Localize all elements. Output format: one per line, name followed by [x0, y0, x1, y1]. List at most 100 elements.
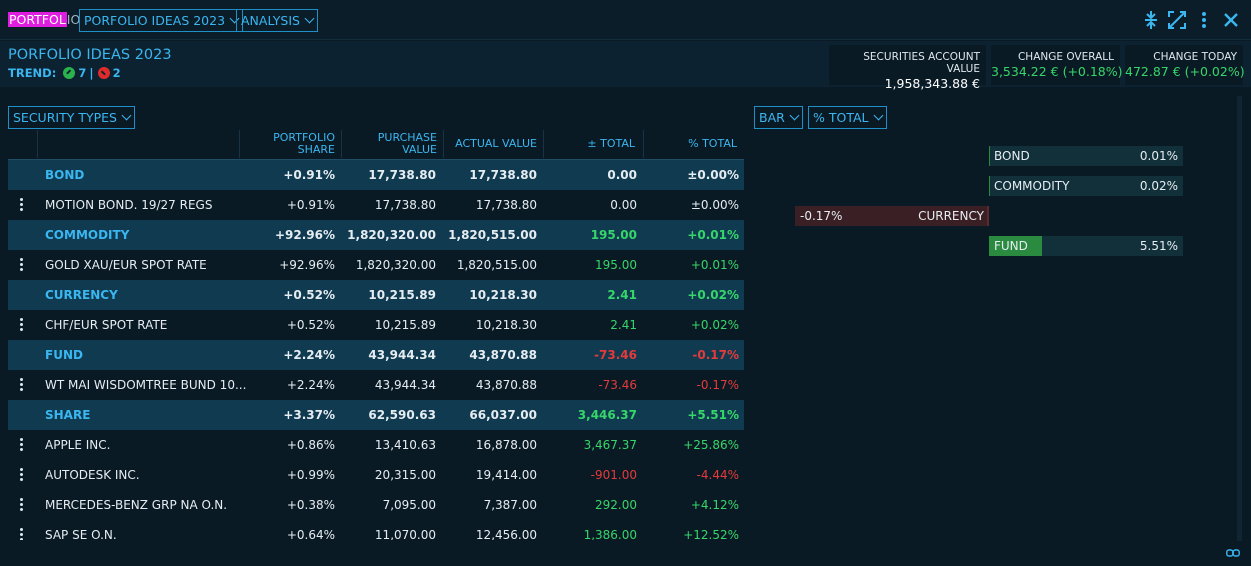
row-name: COMMODITY	[45, 228, 130, 242]
table-group-row[interactable]: COMMODITY +92.96% 1,820,320.00 1,820,515.00…	[8, 220, 744, 250]
table-group-row[interactable]: FUND +2.24% 43,944.34 43,870.88 -73.46 -0.17%	[8, 340, 744, 370]
cell-total: 292.00	[595, 498, 637, 512]
cell-share: +92.96%	[274, 228, 335, 242]
col-header-actual-value[interactable]: ACTUAL VALUE	[443, 130, 543, 158]
bar-commodity[interactable]: COMMODITY 0.02%	[989, 176, 1183, 196]
cell-actual: 10,218.30	[469, 288, 537, 302]
bar-fill	[989, 236, 1042, 256]
table-group-row[interactable]: BOND +0.91% 17,738.80 17,738.80 0.00 ±0.00%	[8, 160, 744, 190]
row-name: APPLE INC.	[45, 438, 111, 452]
row-name: GOLD XAU/EUR SPOT RATE	[45, 258, 207, 272]
row-menu-icon[interactable]	[20, 258, 24, 272]
cell-actual: 43,870.88	[475, 378, 537, 392]
row-menu-icon[interactable]	[20, 438, 24, 452]
cell-purchase: 13,410.63	[374, 438, 436, 452]
link-icon[interactable]	[1226, 547, 1240, 557]
kpi-change-today: CHANGE TODAY 472.87 € (+0.02%)	[1125, 45, 1245, 85]
kpi-value: 1,958,343.88 €	[884, 76, 980, 91]
cell-actual: 1,820,515.00	[448, 228, 537, 242]
more-vertical-icon[interactable]	[1194, 10, 1214, 30]
row-menu-icon[interactable]	[20, 468, 24, 482]
col-header-portfolio-share[interactable]: PORTFOLIO SHARE	[239, 130, 341, 158]
cell-pct: +5.51%	[687, 408, 739, 422]
cell-pct: +0.01%	[690, 258, 739, 272]
table-row[interactable]: WT MAI WISDOMTREE BUND 10... +2.24% 43,944…	[8, 370, 744, 400]
row-name: CHF/EUR SPOT RATE	[45, 318, 168, 332]
table-row[interactable]: CHF/EUR SPOT RATE +0.52% 10,215.89 10,218.3…	[8, 310, 744, 340]
bar-fund[interactable]: FUND 5.51%	[989, 236, 1183, 256]
view-select[interactable]: ANALYSIS	[236, 9, 318, 32]
cell-share: +0.38%	[286, 498, 335, 512]
trend-indicator: TREND: 7 | 2	[8, 66, 124, 80]
row-name: SHARE	[45, 408, 91, 422]
bar-label: CURRENCY	[918, 209, 984, 223]
cell-actual: 16,878.00	[475, 438, 537, 452]
row-menu-icon[interactable]	[20, 528, 24, 540]
table-row[interactable]: APPLE INC. +0.86% 13,410.63 16,878.00 3,467.…	[8, 430, 744, 460]
cell-purchase: 7,095.00	[382, 498, 436, 512]
cell-total: 195.00	[595, 258, 637, 272]
table-row[interactable]: GOLD XAU/EUR SPOT RATE +92.96% 1,820,320.0…	[8, 250, 744, 280]
close-icon[interactable]	[1221, 10, 1241, 30]
row-menu-icon[interactable]	[20, 378, 24, 392]
table-body: BOND +0.91% 17,738.80 17,738.80 0.00 ±0.00% MO…	[8, 160, 744, 540]
row-name: AUTODESK INC.	[45, 468, 140, 482]
cell-purchase: 17,738.80	[374, 198, 436, 212]
cell-actual: 66,037.00	[469, 408, 537, 422]
table-row[interactable]: AUTODESK INC. +0.99% 20,315.00 19,414.00 -90…	[8, 460, 744, 490]
cell-actual: 17,738.80	[469, 168, 537, 182]
row-menu-icon[interactable]	[20, 498, 24, 512]
cell-share: +0.91%	[283, 168, 335, 182]
collapse-icon[interactable]	[1141, 10, 1161, 30]
table-row[interactable]: MERCEDES-BENZ GRP NA O.N. +0.38% 7,095.00 7…	[8, 490, 744, 520]
cell-share: +0.52%	[283, 288, 335, 302]
cell-share: +3.37%	[283, 408, 335, 422]
security-types-select[interactable]: SECURITY TYPES	[8, 106, 135, 129]
trend-up-icon	[63, 67, 76, 79]
cell-total: 2.41	[610, 318, 637, 332]
cell-purchase: 20,315.00	[374, 468, 436, 482]
cell-pct: +25.86%	[683, 438, 739, 452]
cell-actual: 43,870.88	[469, 348, 537, 362]
cell-total: 3,446.37	[577, 408, 637, 422]
row-menu-icon[interactable]	[20, 198, 24, 212]
cell-share: +2.24%	[286, 378, 335, 392]
cell-actual: 17,738.80	[475, 198, 537, 212]
cell-purchase: 11,070.00	[374, 528, 436, 540]
bar-label: FUND	[994, 239, 1028, 253]
cell-purchase: 43,944.34	[374, 378, 436, 392]
portfolio-select[interactable]: PORFOLIO IDEAS 2023	[79, 9, 244, 32]
portfolio-title: PORFOLIO IDEAS 2023	[8, 47, 172, 63]
trend-label: TREND:	[8, 66, 57, 80]
cell-pct: +12.52%	[683, 528, 739, 540]
table-group-row[interactable]: SHARE +3.37% 62,590.63 66,037.00 3,446.37 +5.…	[8, 400, 744, 430]
row-menu-icon[interactable]	[20, 318, 24, 332]
kpi-label: CHANGE TODAY	[1153, 51, 1237, 63]
pct-total-bar-chart: BOND 0.01% COMMODITY 0.02% CURRENCY -0.17% FUN…	[754, 140, 1234, 280]
bar-bond[interactable]: BOND 0.01%	[989, 146, 1183, 166]
col-header-purchase-value[interactable]: PURCHASE VALUE	[341, 130, 443, 158]
cell-share: +0.91%	[286, 198, 335, 212]
app-label: PORTFOLIO	[8, 11, 80, 29]
table-row[interactable]: MOTION BOND. 19/27 REGS +0.91% 17,738.80 17…	[8, 190, 744, 220]
chart-type-select[interactable]: BAR	[754, 106, 803, 129]
vertical-scrollbar[interactable]	[1237, 96, 1242, 541]
cell-total: 195.00	[590, 228, 637, 242]
col-header-line: ± TOTAL	[587, 137, 635, 150]
bar-fill	[987, 206, 989, 226]
expand-icon[interactable]	[1167, 10, 1187, 30]
cell-purchase: 1,820,320.00	[355, 258, 436, 272]
kpi-change-overall: CHANGE OVERALL 3,534.22 € (+0.18%)	[991, 45, 1123, 85]
table-row[interactable]: SAP SE O.N. +0.64% 11,070.00 12,456.00 1,386…	[8, 520, 744, 540]
table-header: PORTFOLIO SHARE PURCHASE VALUE ACTUAL VA…	[8, 130, 744, 160]
col-header-line: SHARE	[297, 143, 335, 156]
row-name: SAP SE O.N.	[45, 528, 117, 540]
table-group-row[interactable]: CURRENCY +0.52% 10,215.89 10,218.30 2.41 +0.0…	[8, 280, 744, 310]
bar-currency[interactable]: CURRENCY -0.17%	[795, 206, 989, 226]
chart-metric-select[interactable]: % TOTAL	[808, 106, 887, 129]
cell-purchase: 17,738.80	[368, 168, 436, 182]
col-header-line: PURCHASE	[377, 131, 437, 144]
col-header-pct-total[interactable]: % TOTAL	[643, 130, 744, 158]
kpi-account-value: SECURITIES ACCOUNT VALUE 1,958,343.88 €	[829, 45, 986, 91]
col-header-total[interactable]: ± TOTAL	[543, 130, 643, 158]
